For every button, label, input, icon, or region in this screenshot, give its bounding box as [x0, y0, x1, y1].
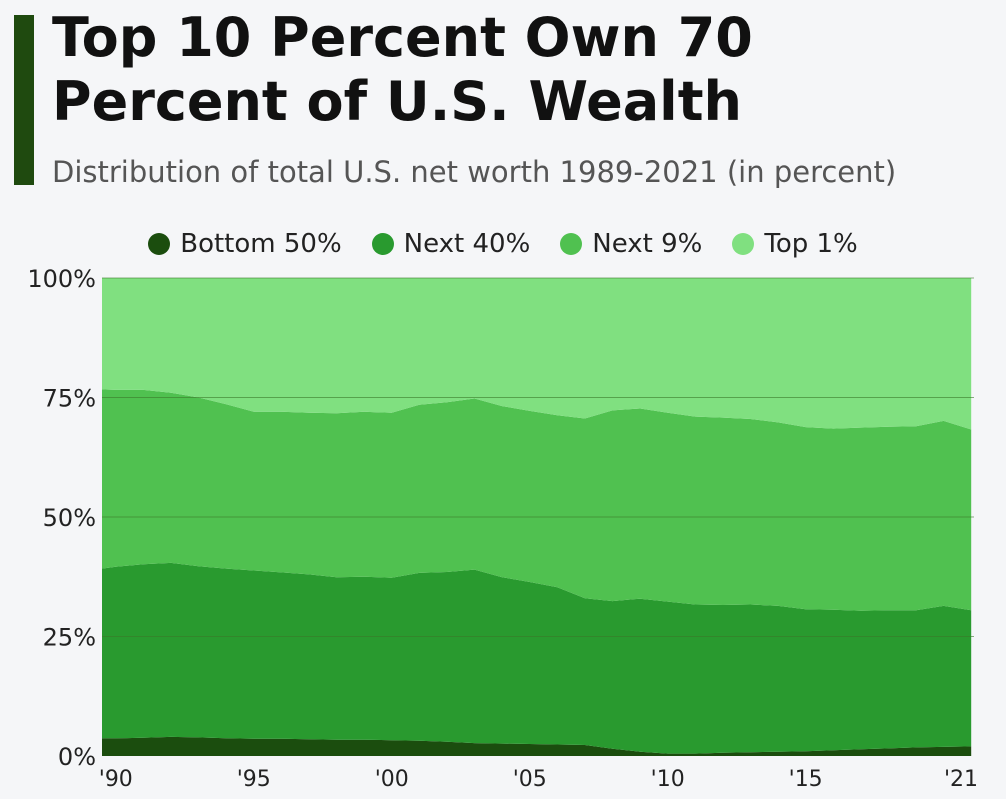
area-bottom-50	[102, 736, 972, 756]
y-tick-label: 25%	[43, 624, 96, 652]
x-tick-label: '95	[237, 767, 271, 792]
accent-bar	[14, 15, 34, 185]
legend-dot-icon	[732, 233, 755, 255]
legend-dot-icon	[560, 233, 583, 255]
x-tick-label: '00	[375, 767, 409, 792]
area-next-9	[102, 389, 972, 611]
x-tick-label: '90	[99, 767, 133, 792]
legend: Bottom 50% Next 40% Next 9% Top 1%	[0, 224, 1006, 264]
x-tick-label: '15	[789, 767, 823, 792]
legend-item-next-9[interactable]: Next 9%	[560, 229, 702, 259]
x-tick-label: '05	[513, 767, 547, 792]
legend-dot-icon	[371, 233, 394, 255]
x-tick-label: '10	[651, 767, 685, 792]
y-tick-label: 0%	[58, 743, 96, 771]
legend-item-top-1[interactable]: Top 1%	[732, 229, 858, 259]
legend-label: Next 40%	[403, 229, 531, 259]
chart-title: Top 10 Percent Own 70 Percent of U.S. We…	[52, 6, 753, 133]
area-next-40	[102, 562, 972, 754]
y-tick-label: 100%	[27, 265, 96, 293]
y-tick-label: 50%	[43, 504, 96, 532]
legend-item-bottom-50[interactable]: Bottom 50%	[148, 229, 342, 259]
legend-label: Bottom 50%	[180, 229, 342, 259]
legend-label: Top 1%	[764, 229, 858, 259]
legend-dot-icon	[148, 233, 171, 255]
legend-item-next-40[interactable]: Next 40%	[371, 229, 531, 259]
x-tick-label: '21	[944, 767, 978, 792]
area-top-1	[102, 278, 972, 430]
y-tick-label: 75%	[43, 385, 96, 413]
legend-label: Next 9%	[592, 229, 703, 259]
chart-subtitle: Distribution of total U.S. net worth 198…	[52, 155, 897, 189]
